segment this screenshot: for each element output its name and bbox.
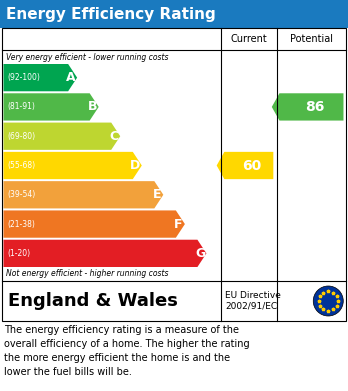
Text: F: F (174, 217, 183, 231)
Text: 86: 86 (305, 100, 324, 114)
Polygon shape (272, 93, 343, 120)
Text: Energy Efficiency Rating: Energy Efficiency Rating (6, 7, 216, 22)
Text: the more energy efficient the home is and the: the more energy efficient the home is an… (4, 353, 230, 363)
Text: (21-38): (21-38) (7, 220, 35, 229)
Text: G: G (195, 247, 205, 260)
Text: (39-54): (39-54) (7, 190, 36, 199)
Polygon shape (217, 152, 273, 179)
Text: Current: Current (230, 34, 267, 44)
Circle shape (313, 286, 343, 316)
Text: Very energy efficient - lower running costs: Very energy efficient - lower running co… (6, 52, 168, 61)
Text: England & Wales: England & Wales (8, 292, 177, 310)
Text: The energy efficiency rating is a measure of the: The energy efficiency rating is a measur… (4, 325, 239, 335)
Polygon shape (3, 181, 163, 208)
Text: (92-100): (92-100) (7, 73, 40, 82)
Bar (2, 28, 346, 321)
Polygon shape (3, 240, 206, 267)
Text: (1-20): (1-20) (7, 249, 31, 258)
Text: EU Directive: EU Directive (225, 292, 281, 301)
Text: C: C (109, 130, 118, 143)
Text: Potential: Potential (290, 34, 333, 44)
Text: (55-68): (55-68) (7, 161, 35, 170)
Text: (69-80): (69-80) (7, 132, 35, 141)
Polygon shape (3, 210, 185, 238)
Text: 2002/91/EC: 2002/91/EC (225, 301, 277, 310)
Text: D: D (130, 159, 141, 172)
Text: E: E (153, 188, 161, 201)
Text: Not energy efficient - higher running costs: Not energy efficient - higher running co… (6, 269, 168, 278)
Text: overall efficiency of a home. The higher the rating: overall efficiency of a home. The higher… (4, 339, 250, 349)
Text: 60: 60 (242, 158, 261, 172)
Polygon shape (3, 64, 77, 91)
Polygon shape (3, 122, 120, 150)
Text: lower the fuel bills will be.: lower the fuel bills will be. (4, 367, 132, 377)
Text: A: A (66, 71, 76, 84)
Text: B: B (88, 100, 97, 113)
Bar (0, 0, 348, 28)
Text: (81-91): (81-91) (7, 102, 35, 111)
Polygon shape (3, 152, 142, 179)
Polygon shape (3, 93, 99, 120)
